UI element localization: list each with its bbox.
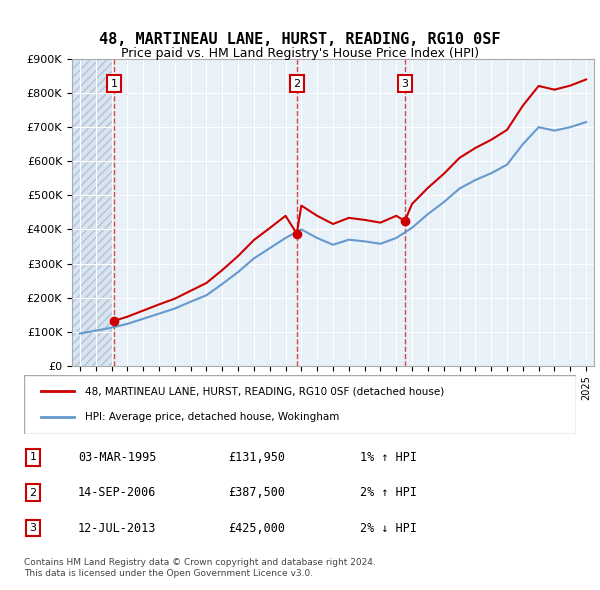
Text: £131,950: £131,950 xyxy=(228,451,285,464)
Text: 03-MAR-1995: 03-MAR-1995 xyxy=(78,451,157,464)
Text: Contains HM Land Registry data © Crown copyright and database right 2024.: Contains HM Land Registry data © Crown c… xyxy=(24,558,376,566)
Text: 48, MARTINEAU LANE, HURST, READING, RG10 0SF (detached house): 48, MARTINEAU LANE, HURST, READING, RG10… xyxy=(85,386,444,396)
Text: 2: 2 xyxy=(293,78,301,88)
Bar xyxy=(72,59,112,366)
Text: 2% ↑ HPI: 2% ↑ HPI xyxy=(360,486,417,499)
Text: 3: 3 xyxy=(29,523,37,533)
Text: 1: 1 xyxy=(111,78,118,88)
Text: 2% ↓ HPI: 2% ↓ HPI xyxy=(360,522,417,535)
FancyBboxPatch shape xyxy=(24,375,576,434)
Text: 1% ↑ HPI: 1% ↑ HPI xyxy=(360,451,417,464)
Text: 1: 1 xyxy=(29,453,37,462)
Text: 2: 2 xyxy=(29,488,37,497)
Text: 48, MARTINEAU LANE, HURST, READING, RG10 0SF: 48, MARTINEAU LANE, HURST, READING, RG10… xyxy=(99,32,501,47)
Text: £425,000: £425,000 xyxy=(228,522,285,535)
Text: Price paid vs. HM Land Registry's House Price Index (HPI): Price paid vs. HM Land Registry's House … xyxy=(121,47,479,60)
Text: £387,500: £387,500 xyxy=(228,486,285,499)
Text: This data is licensed under the Open Government Licence v3.0.: This data is licensed under the Open Gov… xyxy=(24,569,313,578)
Text: 3: 3 xyxy=(401,78,409,88)
Text: 12-JUL-2013: 12-JUL-2013 xyxy=(78,522,157,535)
Text: HPI: Average price, detached house, Wokingham: HPI: Average price, detached house, Woki… xyxy=(85,412,339,422)
Text: 14-SEP-2006: 14-SEP-2006 xyxy=(78,486,157,499)
